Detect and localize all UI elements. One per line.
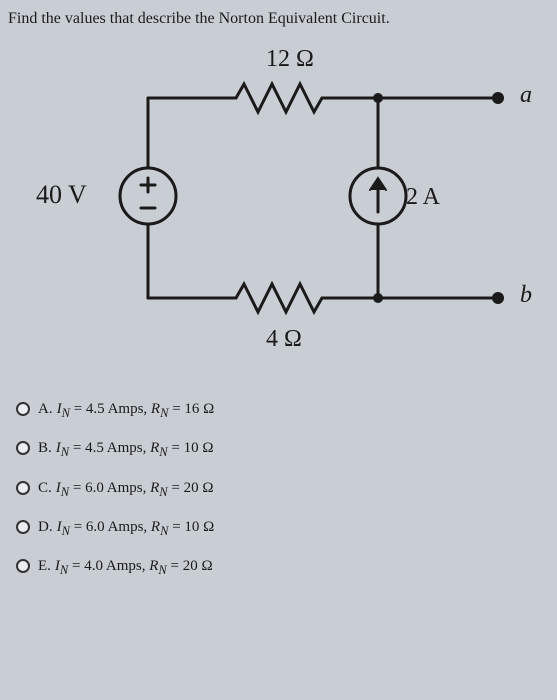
circuit-diagram: 12 Ω 4 Ω 40 V 2 A a b — [18, 50, 538, 370]
option-row-b[interactable]: B.IN = 4.5 Amps, RN = 10 Ω — [16, 439, 549, 460]
radio-button[interactable] — [16, 481, 30, 495]
terminal-a-dot — [492, 92, 504, 104]
circuit-svg — [18, 50, 538, 370]
top-resistor-label: 12 Ω — [266, 46, 314, 73]
radio-button[interactable] — [16, 402, 30, 416]
radio-button[interactable] — [16, 559, 30, 573]
terminal-a-label: a — [520, 82, 532, 109]
option-text: B.IN = 4.5 Amps, RN = 10 Ω — [38, 439, 213, 460]
voltage-source-label: 40 V — [36, 180, 87, 210]
option-text: D.IN = 6.0 Amps, RN = 10 Ω — [38, 518, 214, 539]
current-source-label: 2 A — [406, 184, 440, 211]
terminal-b-dot — [492, 292, 504, 304]
option-text: A.IN = 4.5 Amps, RN = 16 Ω — [38, 400, 214, 421]
option-text: E.IN = 4.0 Amps, RN = 20 Ω — [38, 557, 213, 578]
terminal-b-label: b — [520, 282, 532, 309]
bottom-resistor-label: 4 Ω — [266, 326, 302, 353]
node-bottom — [373, 293, 383, 303]
option-row-c[interactable]: C.IN = 6.0 Amps, RN = 20 Ω — [16, 479, 549, 500]
question-text: Find the values that describe the Norton… — [8, 10, 549, 28]
node-top — [373, 93, 383, 103]
option-row-d[interactable]: D.IN = 6.0 Amps, RN = 10 Ω — [16, 518, 549, 539]
option-text: C.IN = 6.0 Amps, RN = 20 Ω — [38, 479, 213, 500]
option-row-a[interactable]: A.IN = 4.5 Amps, RN = 16 Ω — [16, 400, 549, 421]
radio-button[interactable] — [16, 441, 30, 455]
option-row-e[interactable]: E.IN = 4.0 Amps, RN = 20 Ω — [16, 557, 549, 578]
options-list: A.IN = 4.5 Amps, RN = 16 Ω B.IN = 4.5 Amp… — [8, 400, 549, 578]
radio-button[interactable] — [16, 520, 30, 534]
